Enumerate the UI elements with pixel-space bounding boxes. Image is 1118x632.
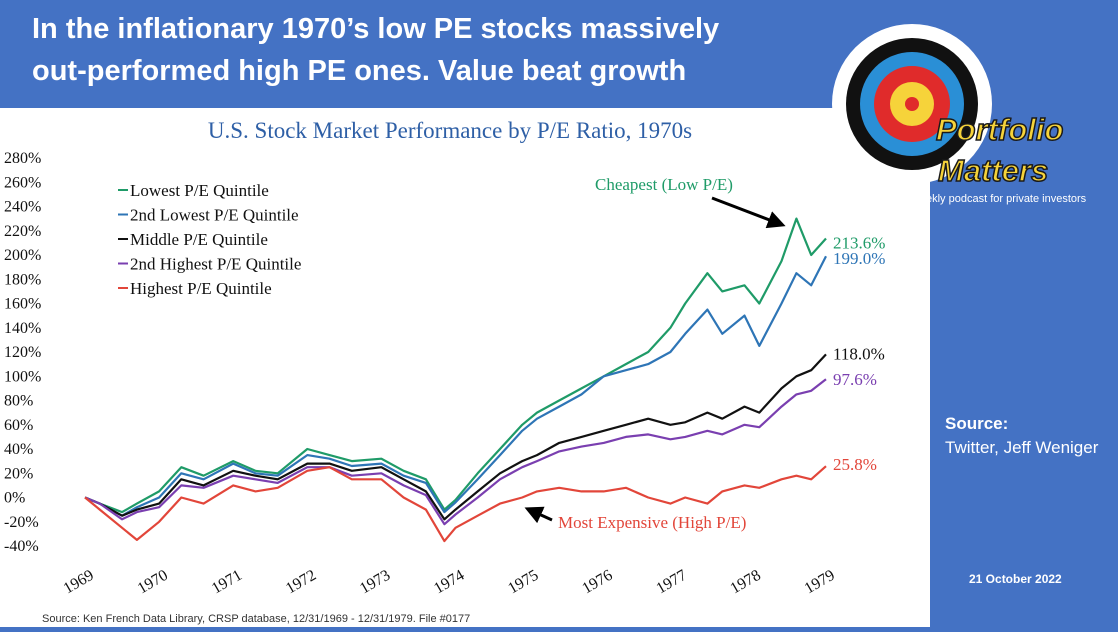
legend-entry: Lowest P/E Quintile	[130, 181, 269, 200]
y-tick-label: 0%	[4, 490, 25, 507]
y-tick-label: 140%	[4, 320, 41, 337]
end-label: 199.0%	[833, 249, 885, 268]
x-tick-label: 1970	[135, 567, 171, 598]
side-source: Source: Twitter, Jeff Weniger	[945, 412, 1105, 460]
series-lines	[84, 217, 827, 543]
x-tick-label: 1972	[283, 567, 319, 598]
y-tick-label: 160%	[4, 296, 41, 313]
x-tick-label: 1971	[209, 567, 245, 598]
x-tick-label: 1969	[61, 567, 97, 598]
x-tick-label: 1978	[728, 567, 764, 598]
y-tick-label: 280%	[4, 150, 41, 167]
y-tick-label: 20%	[4, 465, 33, 482]
logo-tagline: ekly podcast for private investors	[926, 193, 1087, 205]
logo-name-line-1: Portfolio	[936, 112, 1063, 147]
y-tick-label: -40%	[4, 538, 39, 555]
y-tick-label: 180%	[4, 271, 41, 288]
y-tick-label: 220%	[4, 223, 41, 240]
date-label: 21 October 2022	[969, 572, 1062, 586]
series-line-3	[84, 353, 827, 521]
annotation-cheapest: Cheapest (Low P/E)	[595, 175, 733, 194]
x-tick-label: 1976	[579, 567, 615, 598]
y-tick-label: -20%	[4, 514, 39, 531]
legend-entry: 2nd Highest P/E Quintile	[130, 255, 301, 274]
headline-line-1: In the inflationary 1970’s low PE stocks…	[32, 13, 720, 45]
end-labels: 213.6%199.0% 118.0% 97.6% 25.8%	[833, 234, 885, 475]
x-tick-label: 1974	[431, 567, 467, 598]
headline: In the inflationary 1970’s low PE stocks…	[32, 8, 822, 92]
y-tick-label: 60%	[4, 417, 33, 434]
portfolio-matters-logo: Portfolio Matters	[832, 24, 1064, 189]
performance-chart: U.S. Stock Market Performance by P/E Rat…	[4, 118, 885, 625]
legend-entry: Highest P/E Quintile	[130, 279, 272, 298]
end-label: 213.6%	[833, 234, 885, 253]
y-tick-label: 40%	[4, 441, 33, 458]
x-tick-label: 1973	[357, 567, 393, 598]
headline-line-2: out-performed high PE ones. Value beat g…	[32, 55, 687, 87]
chart-title: U.S. Stock Market Performance by P/E Rat…	[208, 118, 692, 143]
x-tick-label: 1977	[653, 567, 689, 598]
end-label: 97.6%	[833, 370, 877, 389]
series-line-2	[84, 255, 827, 517]
series-line-1	[84, 217, 827, 514]
legend-entry: 2nd Lowest P/E Quintile	[130, 206, 299, 225]
x-tick-label: 1975	[505, 567, 541, 598]
y-tick-label: 200%	[4, 247, 41, 264]
y-tick-label: 80%	[4, 393, 33, 410]
chart-source: Source: Ken French Data Library, CRSP da…	[42, 613, 470, 625]
annotation-cheapest-arrow	[711, 196, 786, 229]
x-axis: 1969 1970 1971 1972 1973 1974 1975 1976 1977 1978…	[61, 567, 838, 598]
annotations: Cheapest (Low P/E) Most Expensive (High …	[524, 175, 786, 532]
series-line-5	[84, 465, 827, 543]
series-line-4	[84, 378, 827, 526]
annotation-most-expensive: Most Expensive (High P/E)	[558, 513, 746, 532]
y-tick-label: 240%	[4, 199, 41, 216]
end-label: 25.8%	[833, 455, 877, 474]
y-tick-label: 100%	[4, 368, 41, 385]
side-source-text: Twitter, Jeff Weniger	[945, 438, 1099, 457]
chart-panel: U.S. Stock Market Performance by P/E Rat…	[0, 108, 930, 627]
legend: Lowest P/E Quintile 2nd Lowest P/E Quinti…	[118, 181, 301, 298]
y-tick-label: 260%	[4, 174, 41, 191]
logo-name-line-2: Matters	[938, 153, 1048, 188]
legend-entry: Middle P/E Quintile	[130, 230, 268, 249]
side-source-heading: Source:	[945, 414, 1009, 433]
y-axis: -40% -20% 0% 20% 40% 60% 80% 100% 120% 140% 160% 18…	[4, 150, 41, 555]
x-tick-label: 1979	[802, 567, 838, 598]
annotation-most-expensive-arrow	[524, 506, 553, 524]
end-label: 118.0%	[833, 344, 885, 363]
y-tick-label: 120%	[4, 344, 41, 361]
target-icon	[832, 24, 992, 184]
